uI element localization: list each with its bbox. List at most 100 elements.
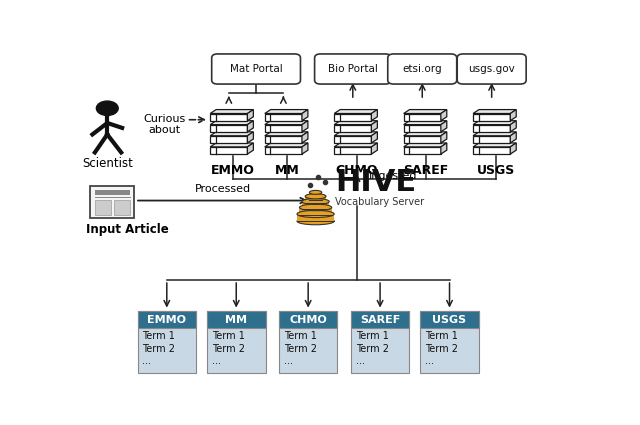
FancyBboxPatch shape bbox=[473, 113, 510, 121]
Text: Term 2: Term 2 bbox=[356, 344, 388, 354]
FancyBboxPatch shape bbox=[279, 311, 337, 328]
FancyBboxPatch shape bbox=[95, 190, 129, 195]
FancyBboxPatch shape bbox=[315, 54, 391, 84]
Polygon shape bbox=[404, 110, 447, 113]
Polygon shape bbox=[210, 143, 253, 147]
FancyBboxPatch shape bbox=[265, 136, 302, 143]
Polygon shape bbox=[248, 143, 253, 154]
FancyBboxPatch shape bbox=[138, 311, 196, 373]
Polygon shape bbox=[302, 121, 308, 132]
FancyBboxPatch shape bbox=[473, 136, 510, 143]
FancyBboxPatch shape bbox=[279, 311, 337, 373]
Text: MM: MM bbox=[225, 314, 247, 325]
Polygon shape bbox=[371, 121, 378, 132]
Text: Bio Portal: Bio Portal bbox=[328, 64, 378, 74]
FancyBboxPatch shape bbox=[404, 125, 441, 132]
Polygon shape bbox=[441, 110, 447, 121]
FancyBboxPatch shape bbox=[114, 200, 129, 215]
Text: CHMO: CHMO bbox=[335, 164, 378, 177]
Ellipse shape bbox=[297, 218, 334, 225]
Polygon shape bbox=[248, 121, 253, 132]
Ellipse shape bbox=[300, 204, 332, 211]
Text: Input Article: Input Article bbox=[86, 224, 169, 236]
FancyBboxPatch shape bbox=[388, 54, 457, 84]
Text: Curious
about: Curious about bbox=[143, 114, 186, 136]
FancyBboxPatch shape bbox=[138, 311, 196, 328]
FancyBboxPatch shape bbox=[334, 125, 371, 132]
Polygon shape bbox=[441, 132, 447, 143]
FancyBboxPatch shape bbox=[95, 200, 111, 215]
FancyBboxPatch shape bbox=[210, 136, 248, 143]
Text: Term 2: Term 2 bbox=[212, 344, 245, 354]
FancyBboxPatch shape bbox=[300, 207, 332, 215]
Polygon shape bbox=[473, 143, 516, 147]
FancyBboxPatch shape bbox=[457, 54, 526, 84]
Text: SAREF: SAREF bbox=[404, 164, 449, 177]
Ellipse shape bbox=[309, 190, 322, 194]
Text: usgs.gov: usgs.gov bbox=[468, 64, 515, 74]
FancyBboxPatch shape bbox=[265, 125, 302, 132]
Polygon shape bbox=[510, 121, 516, 132]
FancyBboxPatch shape bbox=[297, 214, 334, 221]
Polygon shape bbox=[404, 132, 447, 136]
Text: Ingested: Ingested bbox=[369, 171, 418, 181]
Polygon shape bbox=[265, 110, 308, 113]
Polygon shape bbox=[265, 143, 308, 147]
Text: ...: ... bbox=[212, 356, 221, 366]
Polygon shape bbox=[441, 143, 447, 154]
FancyBboxPatch shape bbox=[210, 113, 248, 121]
Polygon shape bbox=[302, 110, 308, 121]
Text: Term 1: Term 1 bbox=[425, 332, 458, 341]
Polygon shape bbox=[510, 132, 516, 143]
Polygon shape bbox=[441, 121, 447, 132]
Text: HIVE: HIVE bbox=[335, 167, 417, 197]
Text: MM: MM bbox=[275, 164, 300, 177]
FancyBboxPatch shape bbox=[309, 193, 322, 200]
Text: CHMO: CHMO bbox=[289, 314, 327, 325]
Polygon shape bbox=[404, 121, 447, 125]
FancyBboxPatch shape bbox=[90, 187, 134, 218]
Text: Scientist: Scientist bbox=[82, 157, 132, 170]
Polygon shape bbox=[371, 143, 378, 154]
Polygon shape bbox=[334, 132, 378, 136]
Polygon shape bbox=[473, 132, 516, 136]
Polygon shape bbox=[473, 121, 516, 125]
Text: EMMO: EMMO bbox=[211, 164, 255, 177]
FancyBboxPatch shape bbox=[404, 147, 441, 154]
Text: ...: ... bbox=[356, 356, 365, 366]
FancyBboxPatch shape bbox=[207, 311, 266, 328]
Circle shape bbox=[97, 101, 118, 116]
Text: ...: ... bbox=[143, 356, 152, 366]
FancyBboxPatch shape bbox=[420, 311, 479, 328]
Polygon shape bbox=[302, 132, 308, 143]
FancyBboxPatch shape bbox=[334, 136, 371, 143]
FancyBboxPatch shape bbox=[334, 113, 371, 121]
Polygon shape bbox=[371, 110, 378, 121]
Text: Term 1: Term 1 bbox=[356, 332, 388, 341]
Polygon shape bbox=[334, 143, 378, 147]
Polygon shape bbox=[248, 110, 253, 121]
Text: Term 2: Term 2 bbox=[143, 344, 175, 354]
Polygon shape bbox=[510, 143, 516, 154]
FancyBboxPatch shape bbox=[334, 147, 371, 154]
Ellipse shape bbox=[302, 198, 329, 204]
Text: Vocabulary Server: Vocabulary Server bbox=[335, 197, 424, 207]
Text: Term 1: Term 1 bbox=[212, 332, 245, 341]
Polygon shape bbox=[404, 143, 447, 147]
Ellipse shape bbox=[305, 194, 326, 199]
Ellipse shape bbox=[297, 210, 334, 218]
FancyBboxPatch shape bbox=[305, 196, 326, 204]
FancyBboxPatch shape bbox=[210, 125, 248, 132]
Text: Mat Portal: Mat Portal bbox=[230, 64, 282, 74]
FancyBboxPatch shape bbox=[207, 311, 266, 373]
FancyBboxPatch shape bbox=[473, 147, 510, 154]
FancyBboxPatch shape bbox=[420, 311, 479, 373]
Polygon shape bbox=[248, 132, 253, 143]
Polygon shape bbox=[265, 132, 308, 136]
Text: EMMO: EMMO bbox=[147, 314, 186, 325]
FancyBboxPatch shape bbox=[212, 54, 300, 84]
Text: Term 1: Term 1 bbox=[284, 332, 317, 341]
Text: ...: ... bbox=[284, 356, 293, 366]
Polygon shape bbox=[210, 132, 253, 136]
FancyBboxPatch shape bbox=[210, 147, 248, 154]
